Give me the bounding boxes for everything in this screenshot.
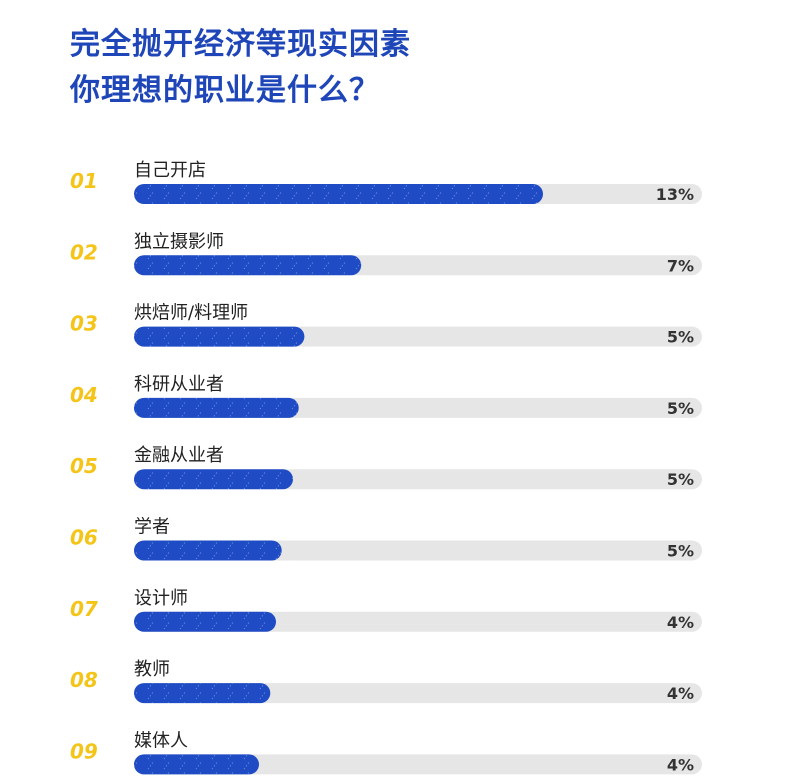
bar bbox=[134, 397, 299, 418]
rank-number: 09 bbox=[70, 739, 98, 763]
chart-title: 完全抛开经济等现实因素 你理想的职业是什么？ bbox=[70, 22, 411, 114]
category-label: 科研从业者 bbox=[134, 374, 224, 395]
chart-row: 07 设计师 4% bbox=[70, 588, 702, 632]
rank-number: 07 bbox=[70, 597, 98, 621]
value-label: 4% bbox=[667, 613, 694, 632]
value-label: 5% bbox=[667, 328, 694, 347]
bar bbox=[134, 683, 271, 704]
chart-row: 08 教师 4% bbox=[70, 659, 702, 704]
value-label: 4% bbox=[667, 755, 694, 774]
chart-row: 03 烘焙师/料理师 5% bbox=[70, 303, 702, 347]
rank-number: 06 bbox=[70, 526, 98, 550]
rank-number: 04 bbox=[70, 383, 98, 407]
value-label: 4% bbox=[667, 684, 694, 703]
category-label: 媒体人 bbox=[134, 730, 188, 751]
category-label: 自己开店 bbox=[134, 160, 206, 181]
chart-row: 09 媒体人 4% bbox=[70, 730, 702, 775]
bar-track bbox=[134, 611, 702, 632]
bar bbox=[134, 754, 259, 775]
category-label: 教师 bbox=[134, 659, 170, 680]
value-label: 7% bbox=[667, 256, 694, 275]
chart-row: 02 独立摄影师 7% bbox=[70, 231, 702, 276]
value-label: 5% bbox=[667, 399, 694, 418]
bar-track bbox=[134, 754, 702, 775]
rank-number: 03 bbox=[70, 312, 98, 336]
category-label: 独立摄影师 bbox=[134, 231, 224, 252]
rank-number: 05 bbox=[70, 454, 98, 478]
value-label: 13% bbox=[656, 185, 694, 204]
category-label: 设计师 bbox=[134, 588, 188, 609]
value-label: 5% bbox=[667, 542, 694, 561]
category-label: 学者 bbox=[134, 517, 170, 538]
title-line-2: 你理想的职业是什么？ bbox=[70, 73, 380, 108]
bar-track bbox=[134, 683, 702, 704]
value-label: 5% bbox=[667, 470, 694, 489]
bar bbox=[134, 326, 305, 347]
chart-row: 01 自己开店 13% bbox=[70, 160, 702, 204]
rank-number: 08 bbox=[70, 668, 98, 692]
chart-row: 04 科研从业者 5% bbox=[70, 374, 702, 418]
bar bbox=[134, 184, 543, 204]
bar bbox=[134, 611, 276, 632]
bar bbox=[134, 255, 362, 276]
rank-number: 01 bbox=[70, 169, 98, 193]
bar bbox=[134, 469, 293, 490]
category-label: 烘焙师/料理师 bbox=[134, 303, 248, 324]
category-label: 金融从业者 bbox=[134, 445, 224, 466]
bar bbox=[134, 540, 282, 561]
chart-row: 05 金融从业者 5% bbox=[70, 445, 702, 490]
chart-row: 06 学者 5% bbox=[70, 517, 702, 561]
rank-number: 02 bbox=[70, 240, 98, 264]
title-line-1: 完全抛开经济等现实因素 bbox=[70, 27, 411, 62]
